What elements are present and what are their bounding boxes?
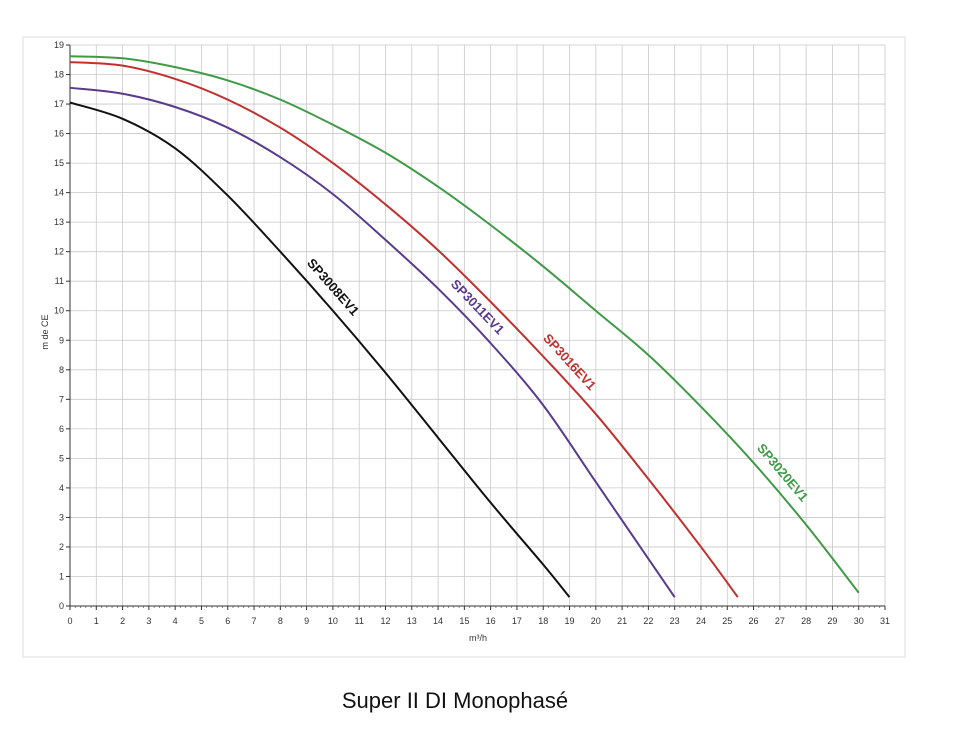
y-tick-label: 13 — [54, 217, 64, 227]
x-tick-label: 12 — [380, 616, 390, 626]
y-tick-label: 9 — [59, 335, 64, 345]
axes: 0 1 2 3 4 5 6 7 8 9 10 11 12 13 14 15 16 17 18 19 20 21 22 23 24… — [54, 40, 890, 626]
x-tick-label: 28 — [801, 616, 811, 626]
x-tick-label: 2 — [120, 616, 125, 626]
x-tick-label: 10 — [328, 616, 338, 626]
y-tick-label: 6 — [59, 424, 64, 434]
x-tick-label: 21 — [617, 616, 627, 626]
y-axis-label: m de CE — [40, 314, 50, 349]
chart-caption: Super II DI Monophasé — [341, 688, 569, 713]
x-tick-label: 3 — [146, 616, 151, 626]
x-tick-label: 16 — [486, 616, 496, 626]
x-tick-label: 27 — [775, 616, 785, 626]
x-tick-label: 9 — [304, 616, 309, 626]
x-tick-label: 23 — [670, 616, 680, 626]
y-tick-label: 4 — [59, 483, 64, 493]
y-tick-label: 7 — [59, 394, 64, 404]
x-tick-label: 8 — [278, 616, 283, 626]
y-tick-label: 15 — [54, 158, 64, 168]
x-tick-label: 31 — [880, 616, 890, 626]
x-tick-label: 25 — [722, 616, 732, 626]
y-tick-label: 11 — [55, 276, 64, 286]
x-tick-label: 5 — [199, 616, 204, 626]
y-tick-label: 18 — [54, 70, 64, 80]
x-tick-label: 14 — [433, 616, 443, 626]
x-tick-label: 6 — [225, 616, 230, 626]
x-tick-label: 15 — [459, 616, 469, 626]
series-line-sp3008ev1 — [69, 101, 571, 598]
x-tick-label: 7 — [252, 616, 257, 626]
series-line-sp3020ev1 — [69, 55, 860, 594]
x-tick-label: 19 — [565, 616, 575, 626]
y-tick-label: 10 — [54, 306, 64, 316]
x-tick-label: 24 — [696, 616, 706, 626]
x-tick-label: 22 — [643, 616, 653, 626]
x-tick-label: 30 — [854, 616, 864, 626]
x-tick-label: 29 — [827, 616, 837, 626]
y-tick-label: 16 — [54, 129, 64, 139]
x-tick-label: 11 — [355, 616, 364, 626]
y-tick-label: 17 — [54, 99, 64, 109]
x-axis-label: m³/h — [469, 633, 487, 643]
y-tick-label: 2 — [59, 542, 64, 552]
y-tick-label: 12 — [54, 247, 64, 257]
series-line-sp3016ev1 — [69, 61, 739, 598]
series-lines — [69, 55, 860, 598]
y-tick-label: 14 — [54, 188, 64, 198]
x-tick-label: 13 — [407, 616, 417, 626]
x-tick-label: 20 — [591, 616, 601, 626]
y-tick-label: 3 — [59, 512, 64, 522]
y-tick-label: 19 — [54, 40, 64, 50]
y-tick-label: 0 — [59, 601, 64, 611]
y-tick-label: 8 — [59, 365, 64, 375]
x-tick-label: 17 — [512, 616, 522, 626]
series-line-sp3011ev1 — [69, 86, 676, 598]
y-tick-label: 1 — [59, 571, 64, 581]
x-tick-label: 18 — [538, 616, 548, 626]
x-tick-label: 4 — [173, 616, 178, 626]
x-tick-label: 1 — [94, 616, 99, 626]
x-tick-label: 26 — [749, 616, 759, 626]
x-tick-label: 0 — [67, 616, 72, 626]
y-tick-label: 5 — [59, 453, 64, 463]
